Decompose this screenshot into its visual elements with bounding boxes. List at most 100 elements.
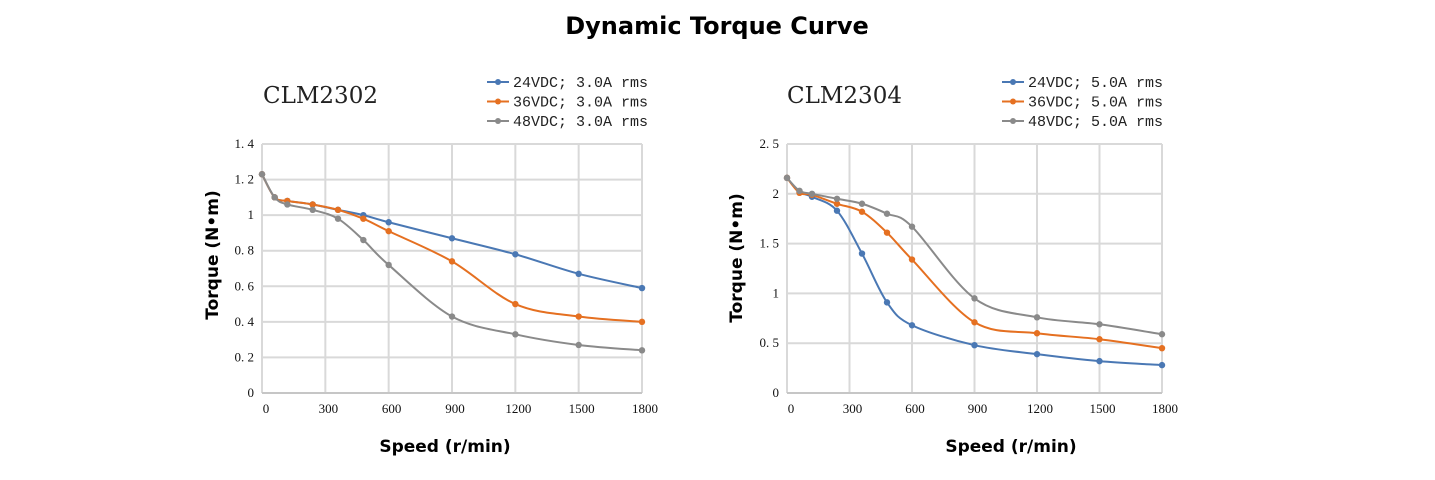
y-tick-label: 2. 5 [760, 136, 780, 151]
data-point [309, 201, 316, 208]
data-point [360, 236, 367, 244]
data-point [858, 250, 866, 257]
data-point [971, 341, 978, 349]
legend-swatch-marker [495, 98, 501, 105]
data-point [1033, 350, 1041, 358]
x-tick-label: 1800 [1152, 401, 1178, 416]
legend-label: 48VDC; 5.0A rms [1028, 114, 1163, 131]
x-tick-label: 900 [445, 401, 465, 416]
y-tick-label: 1 [248, 207, 255, 222]
data-point [858, 208, 866, 215]
data-point [1096, 336, 1103, 343]
chart-title: CLM2304 [787, 83, 902, 109]
data-point [360, 215, 367, 222]
data-point [971, 319, 978, 326]
data-point [1096, 357, 1103, 365]
chart-clm2302: 0 0. 2 0. 4 0. 6 0. 8 1 1. 2 1. 4 0 300 600 900 1200… [203, 75, 658, 457]
x-tick-label: 0 [788, 401, 795, 416]
legend-label: 36VDC; 5.0A rms [1028, 95, 1163, 112]
y-tick-label: 0. 2 [235, 349, 255, 364]
y-tick-label: 1. 4 [235, 136, 255, 151]
data-point [1033, 314, 1041, 321]
x-tick-label: 1200 [1027, 401, 1053, 416]
data-point [575, 313, 582, 320]
data-point [638, 318, 646, 326]
data-point [1158, 344, 1166, 352]
data-point [334, 215, 342, 222]
data-point [908, 322, 916, 329]
data-point [385, 227, 392, 235]
x-tick-label: 1800 [632, 401, 658, 416]
data-point [833, 195, 841, 202]
data-point [448, 235, 456, 242]
y-tick-label: 0. 4 [235, 314, 255, 329]
data-point [512, 331, 519, 338]
chart-title: CLM2302 [263, 83, 378, 109]
data-point [575, 270, 582, 278]
legend-swatch-marker [495, 79, 501, 85]
y-tick-label: 2 [773, 186, 780, 201]
data-point [334, 206, 342, 214]
x-tick-label: 0 [263, 401, 270, 416]
data-point [908, 223, 916, 230]
data-point [883, 210, 891, 217]
y-tick-label: 0 [773, 385, 780, 400]
data-point [512, 300, 519, 308]
data-point [1158, 361, 1166, 369]
data-point [833, 200, 841, 207]
series-line [261, 173, 643, 352]
y-tick-label: 0. 5 [760, 335, 780, 350]
x-tick-label: 900 [968, 401, 988, 416]
data-point [448, 313, 456, 320]
y-tick-label: 0. 8 [235, 243, 255, 258]
x-axis-label: Speed (r/min) [379, 437, 510, 457]
data-point [284, 201, 291, 208]
data-point [385, 261, 392, 269]
figure-title: Dynamic Torque Curve [565, 12, 869, 40]
data-point [808, 190, 816, 197]
data-point [385, 219, 392, 226]
y-axis-label: Torque (N•m) [203, 190, 223, 319]
data-point [638, 284, 646, 292]
legend-label: 24VDC; 3.0A rms [513, 75, 648, 92]
chart-clm2304: 0 0. 5 1 1. 5 2 2. 5 0 300 600 900 1200 1500 1800 24V… [727, 75, 1178, 457]
x-tick-label: 1500 [1090, 401, 1116, 416]
x-tick-label: 1500 [569, 401, 595, 416]
data-point [883, 299, 891, 306]
y-axis-label: Torque (N•m) [727, 193, 747, 322]
data-point [512, 251, 519, 258]
data-point [858, 200, 866, 207]
legend-swatch-marker [495, 118, 501, 124]
legend-swatch-marker [1010, 79, 1016, 85]
x-tick-label: 1200 [505, 401, 531, 416]
y-tick-label: 1. 2 [235, 172, 255, 187]
data-point [833, 207, 841, 214]
data-point [638, 347, 646, 354]
legend-label: 36VDC; 3.0A rms [513, 95, 648, 112]
x-axis-label: Speed (r/min) [945, 437, 1076, 457]
y-tick-label: 1. 5 [760, 236, 780, 251]
data-point [883, 229, 891, 236]
legend-label: 24VDC; 5.0A rms [1028, 75, 1163, 92]
data-point [783, 174, 791, 182]
legend-label: 48VDC; 3.0A rms [513, 114, 648, 131]
x-tick-label: 600 [905, 401, 925, 416]
data-point [1096, 321, 1103, 328]
data-point [796, 187, 803, 195]
data-point [908, 256, 916, 263]
y-tick-label: 1 [773, 285, 780, 300]
data-point [271, 194, 278, 201]
x-tick-label: 600 [382, 401, 402, 416]
data-point [309, 206, 316, 214]
data-point [1033, 330, 1041, 337]
x-tick-label: 300 [843, 401, 863, 416]
data-point [575, 341, 582, 349]
x-tick-label: 300 [319, 401, 339, 416]
data-point [971, 295, 978, 302]
data-point [1158, 331, 1166, 338]
legend-swatch-marker [1010, 118, 1016, 124]
data-point [258, 171, 266, 178]
y-tick-label: 0. 6 [235, 278, 255, 293]
